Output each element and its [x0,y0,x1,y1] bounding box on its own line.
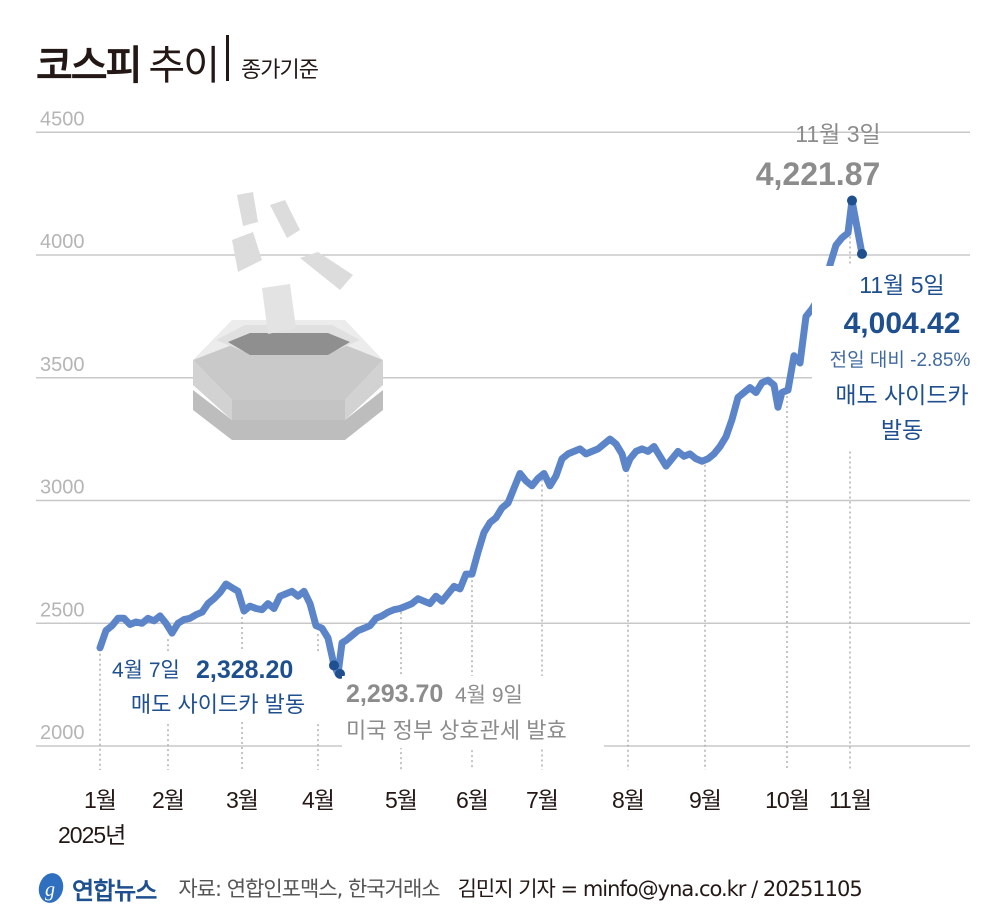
kospi-line [96,197,866,678]
title-bold: 코스피 [36,43,142,89]
title-separator [226,35,230,81]
last-note-2: 발동 [881,417,923,443]
x-axis-labels: 1월 2월 3월 4월 5월 6월 7월 8월 9월 10월 11월 [84,787,872,813]
last-date: 11월 5일 [859,272,944,298]
last-note-1: 매도 사이드카 [835,382,968,408]
svg-text:4000: 4000 [40,231,85,253]
brand-name: 연합뉴스 [72,876,157,905]
svg-text:3500: 3500 [40,354,85,376]
annotation-apr7: 4월 7일 2,328.20 매도 사이드카 발동 [108,652,324,722]
svg-text:2000: 2000 [40,722,85,744]
yonhap-logo-icon: g [38,873,64,903]
title-subtitle: 종가기준 [241,58,319,83]
svg-text:11월: 11월 [829,787,871,813]
y-axis-labels: 2000 2500 3000 3500 4000 4500 [40,108,85,744]
credit-text: 김민지 기자 = minfo@yna.co.kr / 20251105 [457,877,863,901]
source-text: 자료: 연합인포맥스, 한국거래소 [178,877,440,901]
year-label: 2025년 [58,822,126,848]
svg-text:3월: 3월 [226,787,258,813]
apr9-date: 4월 9일 [455,684,523,707]
svg-text:7월: 7월 [526,787,558,813]
svg-text:10월: 10월 [765,787,809,813]
svg-text:8월: 8월 [612,787,644,813]
svg-text:2500: 2500 [40,599,85,621]
shredder-pot-icon [193,192,383,440]
annotation-last: 11월 5일 4,004.42 전일 대비 -2.85% 매도 사이드카 발동 [812,266,972,451]
svg-text:4월: 4월 [302,787,334,813]
highlight-markers [329,195,867,679]
svg-text:1월: 1월 [84,787,116,813]
svg-text:3000: 3000 [40,477,85,499]
peak-value: 4,221.87 [756,156,881,192]
apr9-value: 2,293.70 [346,680,443,708]
svg-text:9월: 9월 [689,787,721,813]
title-light: 추이 [148,43,220,89]
annotation-peak: 11월 3일 4,221.87 [756,121,881,192]
apr9-note: 미국 정부 상호관세 발효 [346,718,567,743]
last-value: 4,004.42 [844,307,961,340]
svg-text:g: g [45,879,55,901]
peak-date: 11월 3일 [795,121,880,147]
svg-text:6월: 6월 [456,787,488,813]
apr7-date: 4월 7일 [112,659,180,682]
apr7-value: 2,328.20 [196,656,293,684]
svg-text:2월: 2월 [152,787,184,813]
svg-text:4500: 4500 [40,108,85,130]
chart-title: 코스피 추이 종가기준 [36,30,319,89]
annotation-apr9: 2,293.70 4월 9일 미국 정부 상호관세 발효 [342,676,604,748]
footer: g 연합뉴스 자료: 연합인포맥스, 한국거래소 김민지 기자 = minfo@… [36,868,863,908]
last-change: 전일 대비 -2.85% [830,349,971,371]
apr7-note: 매도 사이드카 발동 [131,692,305,717]
svg-text:5월: 5월 [385,787,417,813]
